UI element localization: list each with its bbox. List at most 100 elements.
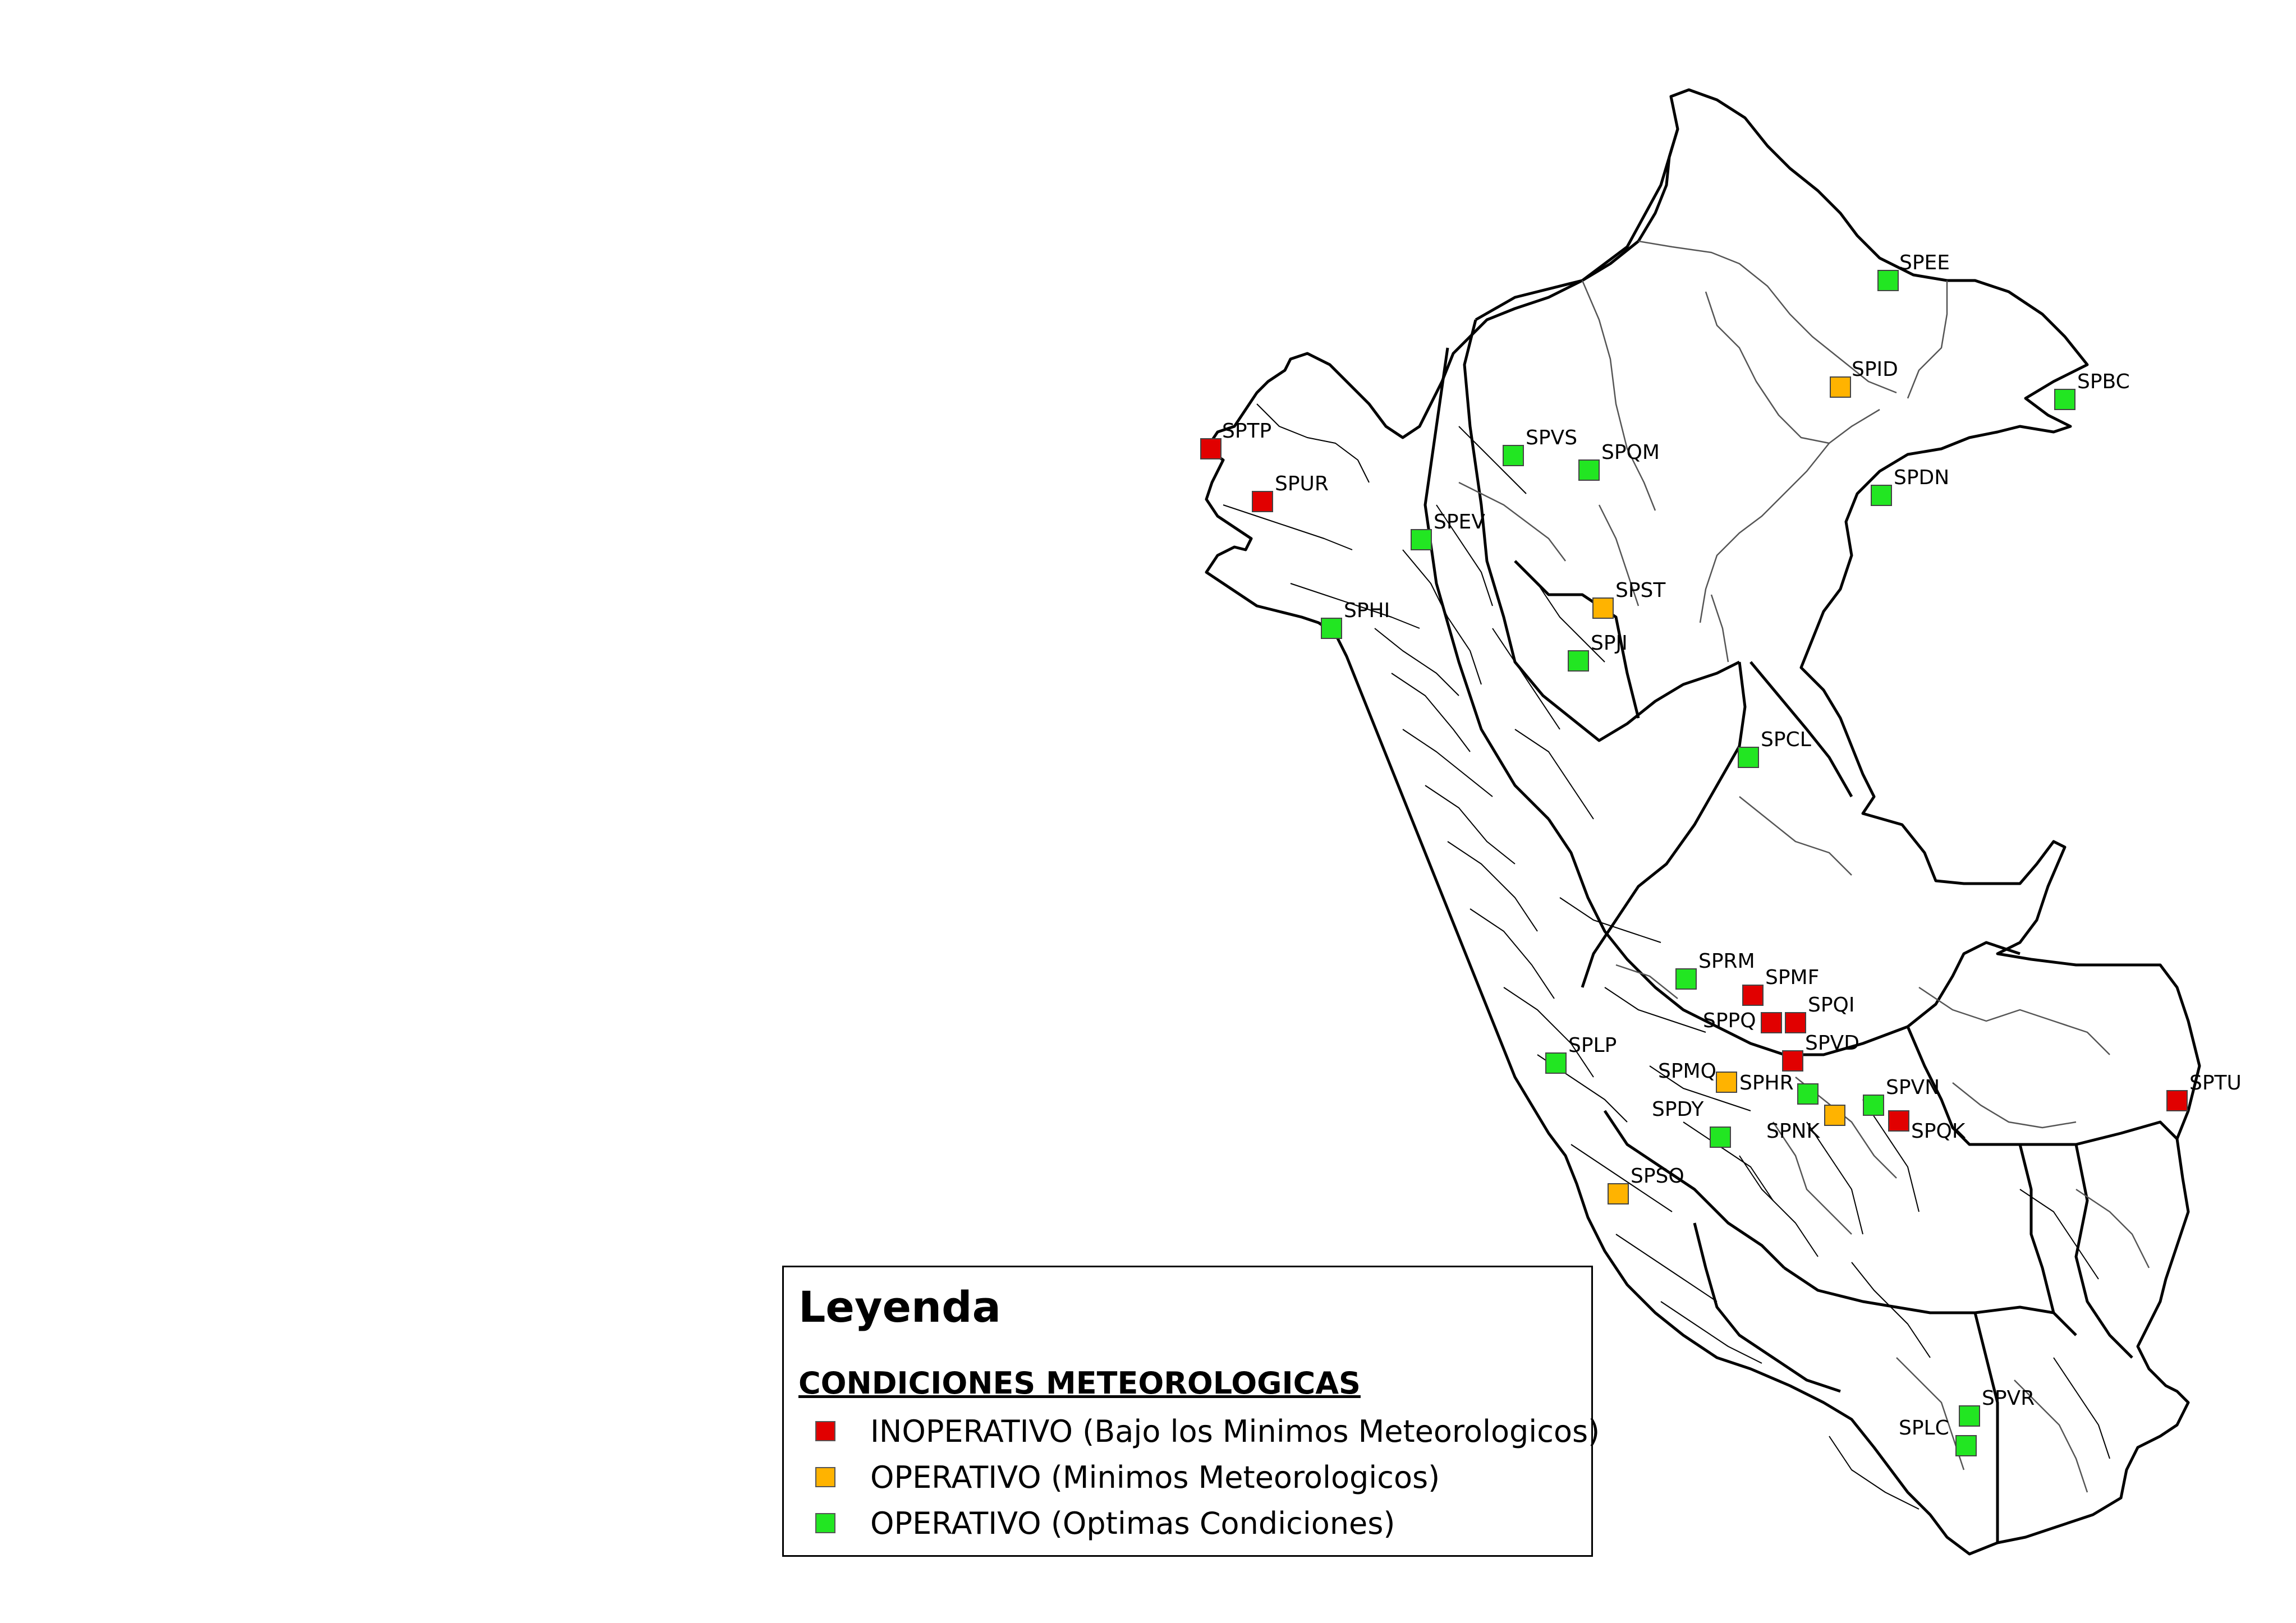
- station-spdy: SPDY: [1652, 1098, 1731, 1148]
- station-label: SPTP: [1222, 420, 1271, 443]
- legend-item-inoperativo: INOPERATIVO (Bajo los Minimos Meteorolog…: [815, 1413, 1600, 1449]
- station-spqm: SPQM: [1578, 441, 1660, 481]
- station-label: SPDN: [1894, 466, 1949, 489]
- station-label: SPST: [1615, 579, 1666, 602]
- station-marker: [1545, 1052, 1567, 1074]
- station-marker: [1568, 650, 1589, 672]
- legend-label: INOPERATIVO (Bajo los Minimos Meteorolog…: [870, 1413, 1600, 1449]
- station-spji: SPJI: [1568, 632, 1628, 672]
- station-sptp: SPTP: [1200, 420, 1271, 459]
- station-spcl: SPCL: [1738, 728, 1811, 768]
- station-label: SPLP: [1568, 1034, 1617, 1057]
- station-spvn: SPVN: [1863, 1076, 1940, 1116]
- station-spbc: SPBC: [2054, 370, 2130, 410]
- station-label: SPQI: [1808, 994, 1855, 1017]
- station-sppq: SPPQ: [1703, 1009, 1782, 1033]
- region-boundaries: [1423, 128, 2178, 1543]
- legend-label: OPERATIVO (Optimas Condiciones): [870, 1505, 1395, 1541]
- station-label: SPCL: [1761, 728, 1811, 751]
- rivers: [1458, 240, 2150, 1493]
- station-spnk: SPNK: [1766, 1105, 1845, 1143]
- station-sphi: SPHI: [1321, 599, 1390, 639]
- legend-box: Leyenda CONDICIONES METEOROLOGICAS INOPE…: [782, 1266, 1600, 1557]
- legend-item-optimas: OPERATIVO (Optimas Condiciones): [815, 1505, 1395, 1541]
- station-label: SPVD: [1805, 1032, 1859, 1055]
- station-spst: SPST: [1592, 579, 1666, 619]
- station-marker: [1716, 1072, 1737, 1093]
- station-sptu: SPTU: [2166, 1072, 2242, 1111]
- station-label: SPVR: [1982, 1387, 2035, 1410]
- station-label: SPHI: [1344, 599, 1390, 622]
- station-marker: [1955, 1435, 1977, 1456]
- station-label: SPSO: [1631, 1165, 1684, 1188]
- station-label: SPVS: [1526, 426, 1577, 449]
- station-spqi: SPQI: [1785, 994, 1855, 1033]
- station-spvr: SPVR: [1959, 1387, 2035, 1427]
- station-spid: SPID: [1830, 358, 1898, 398]
- station-label: SPLC: [1899, 1417, 1949, 1440]
- station-label: SPMQ: [1658, 1060, 1716, 1083]
- station-label: SPTU: [2189, 1072, 2242, 1095]
- station-marker: [1578, 459, 1600, 481]
- station-marker: [1411, 529, 1432, 550]
- station-spvd: SPVD: [1782, 1032, 1859, 1072]
- station-label: SPDY: [1652, 1098, 1704, 1121]
- station-marker: [2054, 389, 2075, 410]
- station-marker: [1785, 1012, 1806, 1033]
- station-marker: [1738, 747, 1759, 768]
- station-spdn: SPDN: [1871, 466, 1949, 506]
- legend-swatch-orange: [815, 1467, 835, 1487]
- station-spur: SPUR: [1252, 472, 1329, 512]
- station-label: SPEE: [1899, 251, 1950, 274]
- station-spqk: SPQK: [1888, 1110, 1966, 1143]
- station-marker: [1592, 597, 1614, 619]
- station-marker: [1797, 1083, 1819, 1105]
- station-marker: [1710, 1127, 1731, 1148]
- station-marker: [1761, 1012, 1782, 1033]
- station-marker: [1252, 491, 1273, 512]
- station-sprm: SPRM: [1675, 950, 1755, 990]
- station-marker: [1824, 1105, 1845, 1126]
- station-splp: SPLP: [1545, 1034, 1617, 1074]
- station-marker: [1608, 1183, 1629, 1204]
- station-sphr: SPHR: [1739, 1072, 1819, 1105]
- station-spee: SPEE: [1877, 251, 1950, 291]
- legend-item-minimos: OPERATIVO (Minimos Meteorologicos): [815, 1459, 1440, 1495]
- station-splc: SPLC: [1899, 1417, 1977, 1456]
- station-marker: [1959, 1405, 1980, 1427]
- station-marker: [1200, 438, 1222, 459]
- legend-swatch-red: [815, 1421, 835, 1441]
- station-label: SPBC: [2077, 370, 2130, 393]
- station-spmq: SPMQ: [1658, 1060, 1737, 1093]
- station-marker: [1830, 376, 1851, 398]
- station-spev: SPEV: [1411, 511, 1485, 550]
- province-boundaries: [1223, 403, 2110, 1510]
- station-label: SPHR: [1739, 1072, 1794, 1095]
- station-spvs: SPVS: [1503, 426, 1577, 466]
- station-label: SPPQ: [1703, 1009, 1756, 1032]
- station-marker: [1321, 618, 1342, 639]
- station-marker: [1888, 1110, 1909, 1132]
- station-spmf: SPMF: [1742, 966, 1819, 1006]
- station-label: SPUR: [1275, 472, 1329, 495]
- station-marker: [2166, 1090, 2188, 1111]
- station-marker: [1871, 485, 1892, 506]
- station-marker: [1675, 968, 1697, 990]
- station-label: SPNK: [1766, 1120, 1820, 1143]
- station-marker: [1742, 985, 1764, 1006]
- station-label: SPVN: [1886, 1076, 1940, 1099]
- station-label: SPID: [1852, 358, 1898, 381]
- station-marker: [1877, 270, 1899, 291]
- station-label: SPQK: [1911, 1120, 1966, 1143]
- legend-title: Leyenda: [798, 1282, 1001, 1332]
- country-outline: [1205, 88, 2201, 1556]
- station-marker: [1782, 1050, 1803, 1072]
- station-label: SPRM: [1698, 950, 1755, 973]
- station-spso: SPSO: [1608, 1165, 1684, 1204]
- station-label: SPQM: [1601, 441, 1660, 464]
- station-marker: [1863, 1095, 1884, 1116]
- stations-layer: SPEE SPID SPBC SPTP SPVS SPQM SPDN SPUR SPEV SPST…: [1200, 251, 2242, 1456]
- legend-label: OPERATIVO (Minimos Meteorologicos): [870, 1459, 1440, 1495]
- legend-subtitle: CONDICIONES METEOROLOGICAS: [798, 1365, 1361, 1401]
